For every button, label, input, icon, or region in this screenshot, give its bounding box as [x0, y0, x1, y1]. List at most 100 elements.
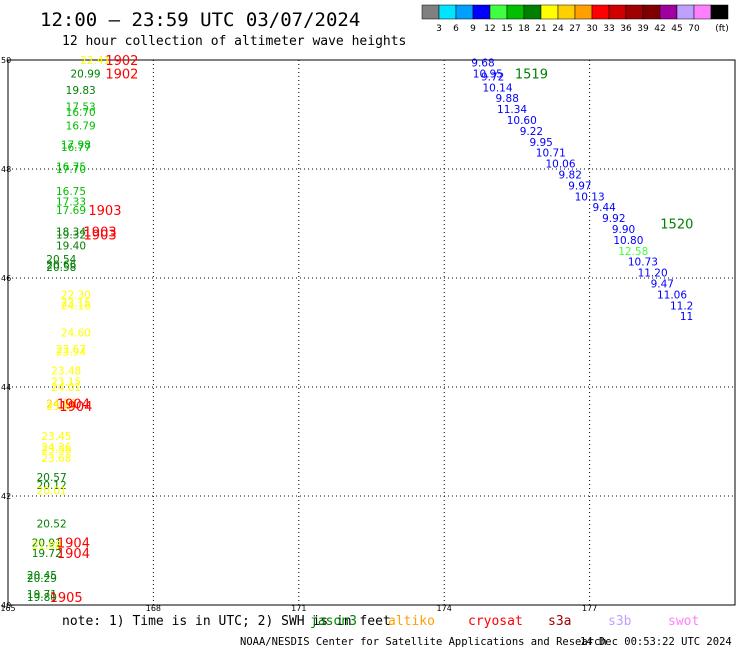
swh-point: 11.20	[638, 268, 668, 280]
swh-point: 22.41	[80, 55, 110, 67]
x-tick-label: 177	[582, 604, 597, 613]
pass-time-label: 1903	[84, 226, 117, 241]
colorbar-label: 18	[518, 24, 530, 34]
swh-point: 9.22	[520, 126, 543, 138]
colorbar-swatch	[540, 4, 559, 20]
swh-point: 18.34	[56, 227, 86, 239]
swh-point: 24.77	[46, 398, 76, 410]
satellite-legend-item: altiko	[388, 614, 435, 629]
swh-point: 9.88	[496, 93, 519, 105]
colorbar-legend: 3 6 9 12 15 18 21 24 27 30 33 36 39 42 45 70 (ft)	[421, 4, 729, 34]
x-tick-label: 168	[146, 604, 161, 613]
satellite-legend-item: s3a	[548, 614, 571, 629]
pass-time-label: 1519	[515, 68, 548, 83]
swh-point: 16.75	[56, 161, 86, 173]
swh-point: 23.48	[51, 366, 81, 378]
colorbar-swatch	[608, 4, 627, 20]
colorbar-label: 3	[436, 24, 442, 34]
swh-point: 9.82	[559, 169, 582, 181]
swh-point: 24.16	[61, 300, 91, 312]
colorbar-label: 24	[552, 24, 564, 34]
swh-point: 17.33	[56, 197, 86, 209]
swh-point: 22.30	[61, 289, 91, 301]
swh-point: 19.80	[27, 592, 57, 604]
colorbar-label: 12	[484, 24, 495, 34]
swh-point: 24.01	[51, 382, 81, 394]
colorbar-label: 33	[603, 24, 614, 34]
swh-point: 17.69	[56, 205, 86, 217]
swh-point: 20.99	[71, 69, 101, 81]
colorbar-label: 15	[501, 24, 512, 34]
swh-point: 20.66	[46, 259, 76, 271]
pass-time-labels: 1902190219031903190319041904190419041905…	[50, 54, 694, 606]
footer-credit: NOAA/NESDIS Center for Satellite Applica…	[240, 636, 607, 648]
pass-time-label: 1903	[84, 228, 117, 243]
colorbar-label: 30	[586, 24, 598, 34]
swh-point: 17.53	[66, 101, 96, 113]
swh-point: 9.68	[471, 58, 494, 70]
swh-point: 24.36	[41, 442, 71, 454]
swh-point: 23.68	[41, 453, 71, 465]
swh-point: 23.56	[41, 445, 71, 457]
colorbar-swatch	[523, 4, 542, 20]
colorbar-label: 42	[654, 24, 665, 34]
pass-time-label: 1903	[88, 204, 121, 219]
colorbar-swatch	[676, 4, 695, 20]
swh-point: 10.80	[613, 235, 643, 247]
swh-point: 10.06	[545, 159, 575, 171]
swh-point: 17.70	[56, 164, 86, 176]
swh-point: 19.32	[56, 229, 86, 241]
swh-point: 12.58	[618, 246, 648, 258]
swh-point: 9.97	[568, 180, 591, 192]
swh-point: 20.12	[37, 480, 67, 492]
colorbar-swatch	[472, 4, 491, 20]
swh-point: 16.79	[66, 120, 96, 132]
x-tick-label: 174	[437, 604, 452, 613]
swh-point: 10.14	[482, 82, 512, 94]
pass-time-label: 1904	[57, 547, 90, 562]
satellite-legend-item: swot	[668, 614, 699, 629]
swh-point: 11.34	[497, 104, 527, 116]
swh-point: 10.71	[536, 148, 566, 160]
swh-point: 16.75	[56, 186, 86, 198]
pass-time-label: 1902	[105, 54, 138, 69]
swh-point: 9.72	[481, 71, 504, 83]
swh-point: 10.95	[473, 69, 503, 81]
swh-point: 23.15	[51, 377, 81, 389]
pass-time-label: 1904	[59, 400, 92, 415]
colorbar-swatch	[421, 4, 440, 20]
colorbar-swatch	[455, 4, 474, 20]
colorbar-swatch	[591, 4, 610, 20]
satellite-legend-item: cryosat	[468, 614, 523, 629]
colorbar-label: 39	[637, 24, 649, 34]
swh-point: 23.45	[41, 431, 71, 443]
swh-point: 16.77	[61, 142, 91, 154]
swh-point: 21.08	[32, 540, 62, 552]
swh-point: 10.73	[628, 257, 658, 269]
swh-point: 17.98	[61, 139, 91, 151]
chart-title: 12:00 – 23:59 UTC 03/07/2024	[40, 9, 360, 31]
satellite-legend-item: s3b	[608, 614, 632, 629]
swh-point: 23.94	[56, 347, 86, 359]
colorbar-swatch	[659, 4, 678, 20]
swh-point: 11.2	[670, 300, 693, 312]
swh-point: 23.57	[46, 401, 76, 413]
colorbar-swatch	[557, 4, 576, 20]
swh-point: 19.71	[27, 589, 57, 601]
swh-point: 9.92	[602, 213, 625, 225]
swh-point: 20.01	[37, 486, 67, 498]
y-tick-label: 50	[1, 56, 11, 65]
swh-point: 24.60	[61, 328, 91, 340]
colorbar-label: 70	[688, 24, 700, 34]
swh-point: 16.70	[66, 107, 96, 119]
colorbar-label: 27	[569, 24, 580, 34]
colorbar-swatch	[506, 4, 525, 20]
note-prefix: note: 1) Time is in UTC; 2) SWH is in fe…	[62, 614, 391, 629]
colorbar-swatch	[710, 4, 729, 20]
swh-point: 20.54	[46, 254, 76, 266]
pass-time-label: 1904	[57, 536, 90, 551]
swh-point: 9.95	[529, 137, 552, 149]
colorbar-label: 6	[453, 24, 459, 34]
swh-point: 11	[680, 311, 693, 323]
